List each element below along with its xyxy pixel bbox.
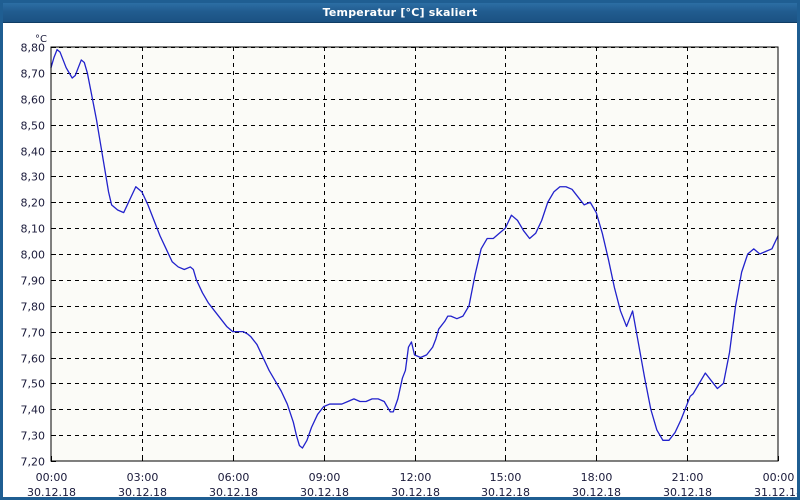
y-axis-tick-label: 7,70 [21, 327, 46, 340]
y-axis-tick-label: 7,50 [21, 378, 46, 391]
y-axis-tick-label: 8,70 [21, 68, 46, 81]
y-axis-tick-label: 7,60 [21, 353, 46, 366]
y-axis-tick-label: 7,20 [21, 456, 46, 469]
temperature-series-line [50, 48, 779, 449]
y-axis-tick-label: 8,40 [21, 146, 46, 159]
x-axis-date-label: 30.12.18 [300, 486, 349, 497]
y-axis-tick-label: 7,90 [21, 275, 46, 288]
x-axis-date-label: 30.12.18 [209, 486, 258, 497]
x-axis-time-label: 03:00 [127, 471, 159, 484]
x-axis-date-label: 30.12.18 [481, 486, 530, 497]
y-axis-tick-label: 8,00 [21, 249, 46, 262]
x-axis-date-label: 31.12.18 [754, 486, 797, 497]
temperature-line-chart: 8,80 8,70 8,60 8,50 8,40 8,30 8,20 8,10 8,00 7,90… [21, 34, 798, 497]
y-axis-tick-label: 7,30 [21, 430, 46, 443]
x-axis-time-label: 00:00 [36, 471, 68, 484]
x-axis-time-label: 15:00 [490, 471, 522, 484]
x-axis-date-label: 30.12.18 [572, 486, 621, 497]
y-axis-tick-label: 7,80 [21, 301, 46, 314]
y-axis-tick-label: 8,10 [21, 223, 46, 236]
x-axis-date-label: 30.12.18 [663, 486, 712, 497]
x-axis-time-label: 21:00 [672, 471, 704, 484]
y-axis-tick-label: 8,50 [21, 120, 46, 133]
x-axis-time-label: 00:00 [763, 471, 795, 484]
x-axis-time-label: 18:00 [581, 471, 613, 484]
horizontal-gridlines [51, 47, 778, 436]
x-axis-date-label: 30.12.18 [27, 486, 76, 497]
vertical-gridlines [142, 47, 688, 461]
x-axis-date-label: 30.12.18 [118, 486, 167, 497]
x-axis-date-label: 30.12.18 [391, 486, 440, 497]
x-axis-labels: 00:00 30.12.18 03:00 30.12.18 06:00 30.12.18 0… [27, 471, 797, 497]
y-axis-labels: 8,80 8,70 8,60 8,50 8,40 8,30 8,20 8,10 8,00 7,90… [21, 42, 46, 469]
y-axis-unit-label: °C [35, 34, 47, 45]
y-axis-tick-label: 8,80 [21, 42, 46, 55]
y-axis-tick-label: 8,60 [21, 94, 46, 107]
x-axis-time-label: 09:00 [309, 471, 341, 484]
chart-canvas: 8,80 8,70 8,60 8,50 8,40 8,30 8,20 8,10 8,00 7,90… [3, 23, 797, 497]
window-title-bar: Temperatur [°C] skaliert [3, 3, 797, 23]
y-axis-tick-label: 8,20 [21, 197, 46, 210]
x-axis-time-label: 06:00 [218, 471, 250, 484]
x-axis-time-label: 12:00 [400, 471, 432, 484]
plot-frame [50, 46, 779, 462]
y-axis-tick-label: 8,30 [21, 171, 46, 184]
window-title: Temperatur [°C] skaliert [322, 6, 478, 19]
y-axis-tick-label: 7,40 [21, 404, 46, 417]
